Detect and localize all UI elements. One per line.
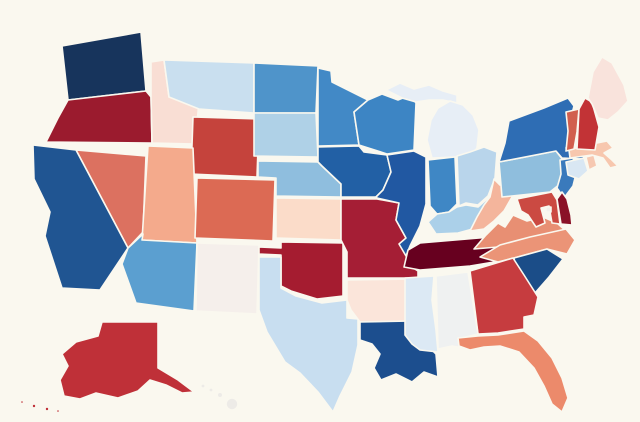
hawaii-island[interactable] bbox=[200, 382, 207, 389]
state-utah[interactable] bbox=[141, 145, 198, 244]
state-new-mexico[interactable] bbox=[195, 242, 260, 315]
hawaii-island[interactable] bbox=[225, 397, 239, 411]
state-michigan[interactable] bbox=[426, 100, 480, 159]
state-wisconsin[interactable] bbox=[353, 93, 417, 155]
state-delaware[interactable] bbox=[556, 191, 573, 226]
alaska-aleutian-island[interactable] bbox=[31, 403, 37, 409]
state-illinois[interactable] bbox=[375, 150, 427, 257]
hawaii-island[interactable] bbox=[216, 391, 224, 399]
state-florida[interactable] bbox=[457, 330, 569, 413]
state-wyoming[interactable] bbox=[190, 116, 260, 178]
alaska-aleutian-island[interactable] bbox=[44, 406, 50, 412]
alaska-aleutian-island[interactable] bbox=[55, 408, 61, 414]
alaska-aleutian-island[interactable] bbox=[19, 399, 25, 405]
state-indiana[interactable] bbox=[427, 156, 458, 215]
state-georgia[interactable] bbox=[469, 257, 539, 335]
state-south-dakota[interactable] bbox=[253, 112, 319, 158]
state-alaska[interactable] bbox=[59, 321, 195, 400]
state-texas[interactable] bbox=[258, 256, 359, 413]
state-oklahoma[interactable] bbox=[258, 241, 344, 300]
state-district-of-columbia[interactable] bbox=[545, 206, 552, 213]
state-california[interactable] bbox=[32, 144, 129, 291]
state-kansas[interactable] bbox=[275, 197, 342, 241]
state-montana[interactable] bbox=[163, 59, 255, 114]
state-michigan-upper-peninsula[interactable] bbox=[385, 82, 458, 104]
state-colorado[interactable] bbox=[194, 177, 276, 242]
state-maryland[interactable] bbox=[516, 191, 561, 228]
state-north-dakota[interactable] bbox=[253, 62, 319, 114]
state-new-hampshire[interactable] bbox=[576, 97, 600, 151]
state-connecticut[interactable] bbox=[565, 157, 589, 180]
state-maine[interactable] bbox=[587, 56, 629, 121]
state-mississippi[interactable] bbox=[404, 275, 439, 353]
hawaii-island[interactable] bbox=[208, 386, 215, 393]
